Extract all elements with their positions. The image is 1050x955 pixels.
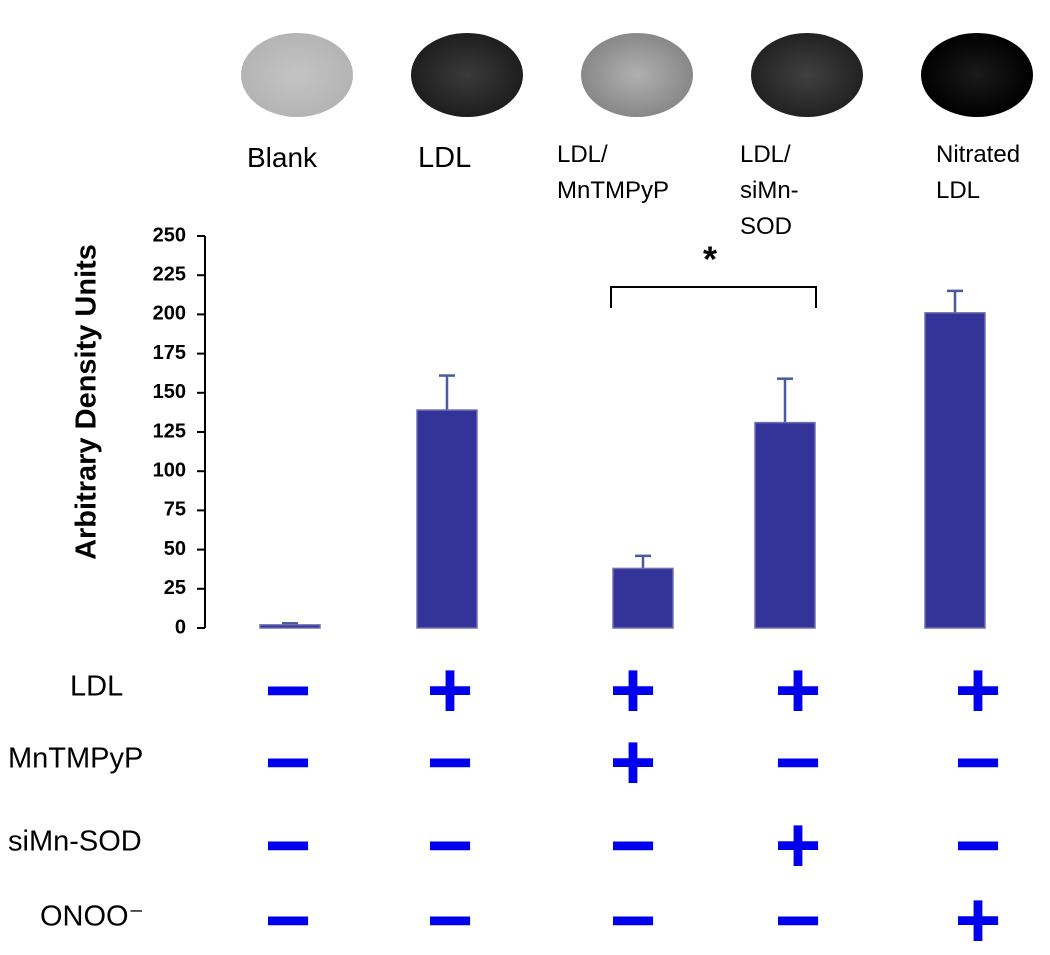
row-label: siMn-SOD [8,826,142,858]
annotation: * [703,239,717,280]
treatment-sign: − [427,718,474,807]
column-label: Blank [247,142,318,173]
y-axis-label: Arbitrary Density Units [71,244,103,560]
column-label: Nitrated LDL [936,141,1021,204]
y-tick-label: 75 [164,499,186,521]
bar [259,624,321,629]
treatment-sign: − [265,718,312,807]
treatment-sign: + [610,646,657,735]
treatment-sign: + [955,876,1002,955]
row-label: MnTMPyP [8,743,143,775]
blot [751,33,863,117]
bar [924,312,986,629]
treatment-sign: + [955,646,1002,735]
treatment-sign: − [955,718,1002,807]
treatment-sign: + [427,646,474,735]
y-tick-label: 0 [175,616,186,638]
y-tick-label: 100 [153,459,186,481]
y-tick-label: 225 [153,263,186,285]
treatment-sign: + [775,646,822,735]
blot [241,33,353,117]
y-tick-label: 50 [164,538,186,560]
significance-bracket [610,286,817,308]
column-label: LDL/ siMn-SOD [740,141,799,240]
treatment-sign: − [955,801,1002,890]
row-label: ONOO⁻ [40,901,144,933]
y-tick-label: 25 [164,577,186,599]
blot [581,33,693,117]
column-label: LDL/ MnTMPyP [557,141,670,204]
treatment-sign: − [775,876,822,955]
treatment-sign: − [427,801,474,890]
treatment-sign: + [610,718,657,807]
y-tick-label: 175 [153,342,186,364]
column-label: LDL [418,142,472,174]
treatment-sign: − [427,876,474,955]
treatment-sign: − [265,646,312,735]
treatment-sign: − [775,718,822,807]
blot [921,33,1033,117]
treatment-sign: − [265,801,312,890]
treatment-sign: + [775,801,822,890]
blot [411,33,523,117]
row-label: LDL [70,671,123,703]
bar [754,421,816,629]
y-tick-label: 200 [153,303,186,325]
bar [416,409,478,629]
treatment-sign: − [610,876,657,955]
y-tick-label: 250 [153,224,186,246]
treatment-sign: − [265,876,312,955]
y-tick-label: 125 [153,420,186,442]
y-tick-label: 150 [153,381,186,403]
bar [612,567,674,629]
treatment-sign: − [610,801,657,890]
